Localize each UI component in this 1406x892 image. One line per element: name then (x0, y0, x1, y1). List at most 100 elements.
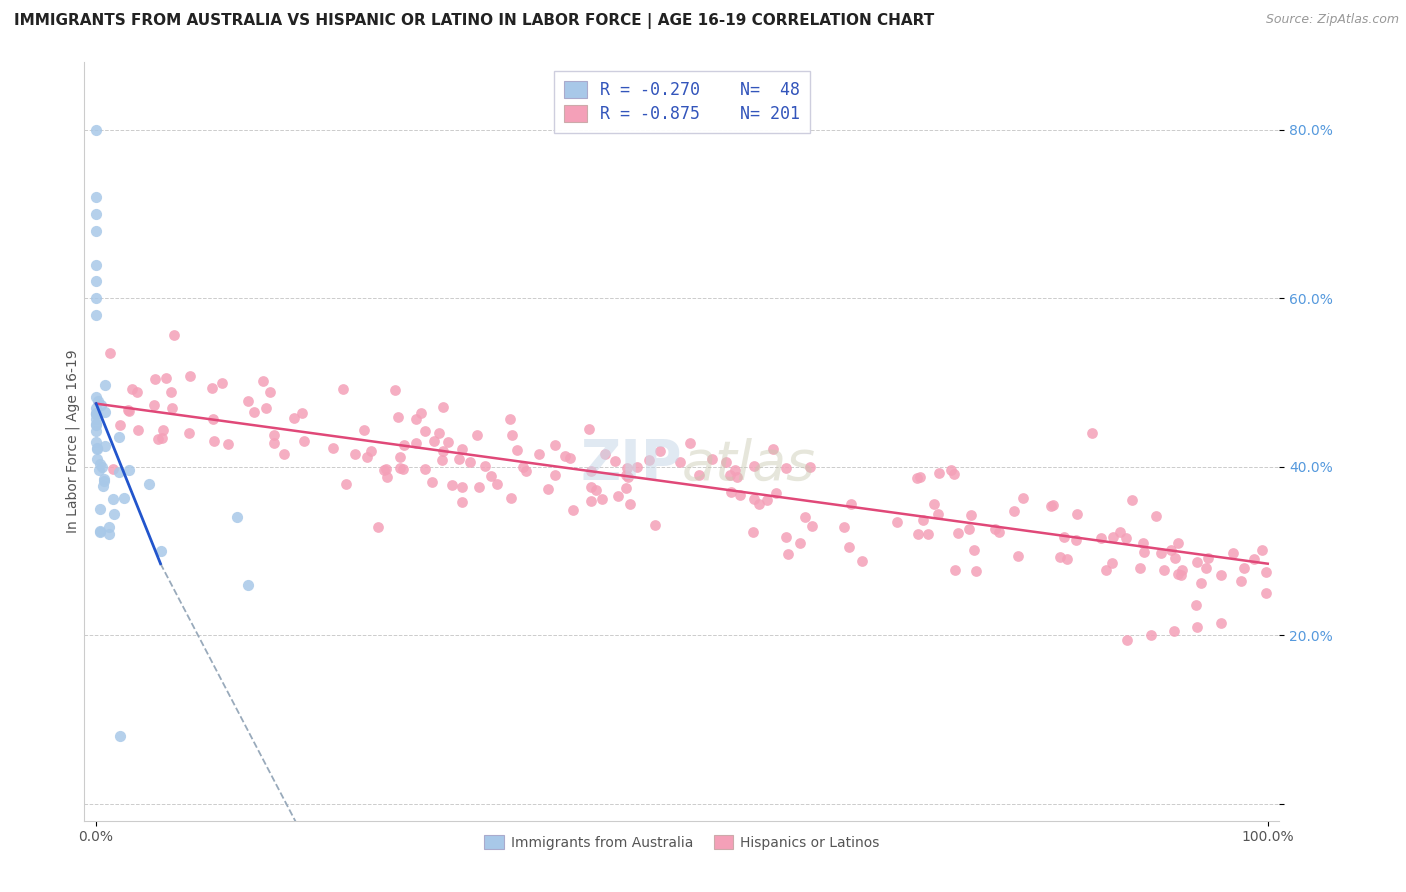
Point (616, 481, 638, 495)
Point (101, 491, 124, 506)
Point (84, 424, 107, 438)
Point (799, 459, 821, 474)
Point (108, 730, 131, 744)
Point (579, 464, 602, 478)
Point (243, 405, 266, 419)
Point (537, 483, 560, 497)
Point (87, 393, 110, 408)
Point (150, 431, 173, 445)
Point (1167, 567, 1189, 582)
Point (405, 435, 427, 450)
Point (984, 523, 1007, 537)
Point (650, 444, 672, 458)
Point (851, 554, 873, 568)
Point (838, 540, 860, 554)
Point (730, 488, 752, 502)
Point (142, 398, 165, 412)
Point (800, 519, 823, 533)
Point (84, 123, 107, 137)
Point (988, 525, 1011, 540)
Point (179, 369, 201, 384)
Point (89, 524, 111, 538)
Point (84, 224, 107, 238)
Point (98, 520, 121, 534)
Point (1116, 632, 1139, 647)
Point (614, 467, 637, 482)
Point (595, 447, 617, 461)
Point (616, 470, 638, 484)
Point (236, 394, 259, 409)
Point (1164, 551, 1187, 566)
Point (943, 563, 966, 577)
Point (578, 422, 600, 436)
Point (789, 535, 811, 549)
Point (917, 526, 939, 541)
Point (430, 452, 453, 467)
Point (84, 308, 107, 322)
Point (512, 460, 534, 475)
Point (84, 412, 107, 426)
Point (756, 493, 779, 508)
Point (254, 401, 277, 415)
Point (405, 411, 427, 425)
Point (118, 404, 141, 418)
Point (91, 479, 114, 493)
Point (1197, 550, 1219, 565)
Point (468, 480, 491, 494)
Point (202, 434, 225, 448)
Point (94, 378, 117, 392)
Point (436, 434, 458, 449)
Point (1049, 550, 1071, 565)
Point (1002, 504, 1025, 518)
Point (252, 375, 274, 389)
Point (688, 468, 710, 483)
Point (451, 442, 474, 456)
Point (432, 400, 454, 414)
Point (905, 471, 928, 485)
Point (607, 489, 630, 503)
Point (486, 477, 509, 491)
Point (1144, 509, 1167, 524)
Point (1101, 556, 1123, 570)
Point (374, 462, 396, 476)
Point (927, 507, 949, 521)
Point (388, 461, 411, 475)
Point (273, 447, 295, 461)
Point (1209, 568, 1232, 582)
Point (922, 497, 945, 511)
Point (138, 476, 160, 491)
Point (474, 458, 496, 473)
Point (1250, 543, 1272, 558)
Point (529, 447, 551, 461)
Point (581, 494, 603, 508)
Point (90, 459, 112, 474)
Point (343, 447, 366, 461)
Point (201, 412, 224, 426)
Point (384, 384, 406, 398)
Point (832, 519, 855, 533)
Point (84, 406, 107, 420)
Text: IMMIGRANTS FROM AUSTRALIA VS HISPANIC OR LATINO IN LABOR FORCE | AGE 16-19 CORRE: IMMIGRANTS FROM AUSTRALIA VS HISPANIC OR… (14, 13, 935, 29)
Point (965, 565, 987, 579)
Point (420, 475, 443, 490)
Point (93, 474, 115, 488)
Point (322, 441, 344, 455)
Point (1160, 542, 1182, 557)
Point (367, 519, 389, 533)
Point (1184, 598, 1206, 612)
Point (1167, 536, 1189, 550)
Point (121, 382, 143, 396)
Point (591, 491, 613, 506)
Point (1133, 545, 1156, 559)
Point (84, 401, 107, 416)
Point (127, 423, 149, 437)
Point (544, 438, 567, 452)
Point (84, 407, 107, 421)
Point (678, 435, 700, 450)
Point (335, 476, 357, 491)
Point (579, 480, 602, 494)
Point (87, 463, 110, 477)
Point (225, 510, 247, 524)
Point (742, 492, 765, 507)
Point (101, 462, 124, 476)
